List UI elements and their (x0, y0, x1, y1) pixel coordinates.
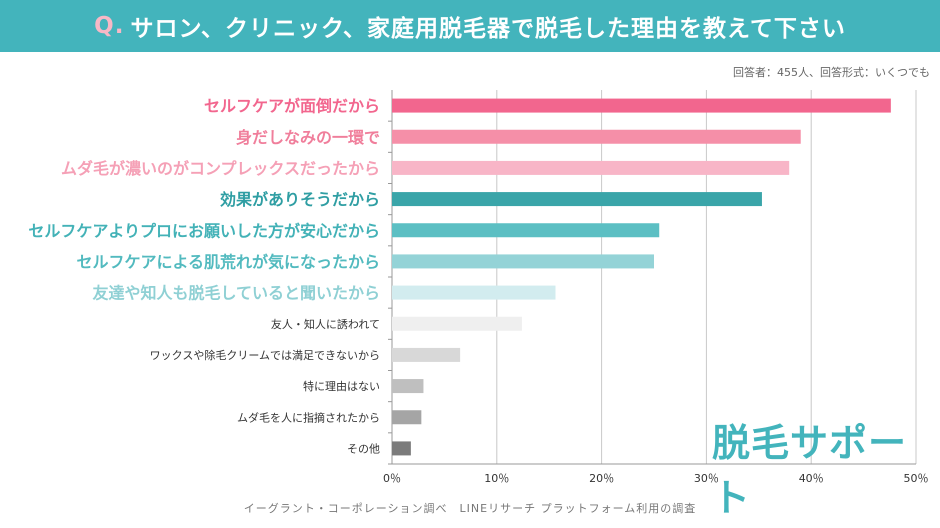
x-tick-label: 0％ (383, 472, 401, 485)
bar (392, 98, 891, 113)
category-label: セルフケアが面倒だから (204, 97, 380, 116)
category-label: その他 (347, 442, 380, 455)
logo: 脱毛サポート (712, 421, 908, 520)
respondents-note: 回答者：455人、回答形式：いくつでも (733, 66, 930, 79)
question-mark-label: Q. (94, 13, 125, 39)
category-label: 特に理由はない (303, 379, 380, 393)
bar (392, 223, 660, 238)
bar (392, 347, 461, 362)
bar (392, 160, 790, 175)
chart-title: サロン、クリニック、家庭用脱毛器で脱毛した理由を教えて下さい (130, 16, 846, 42)
bar (392, 441, 411, 456)
bar (392, 192, 762, 207)
category-label: 友人・知人に誘われて (271, 317, 380, 331)
category-label: セルフケアよりプロにお願いした方が安心だから (28, 221, 380, 240)
source-note: イーグラント・コーポレーション調べ LINEリサーチ プラットフォーム利用の調査 (243, 502, 697, 515)
x-tick-label: 50％ (904, 472, 929, 485)
x-tick-label: 30％ (694, 472, 719, 485)
bar (392, 285, 556, 300)
x-tick-label: 10％ (484, 472, 509, 485)
x-tick-label: 20％ (589, 472, 614, 485)
x-tick-label: 40％ (799, 472, 824, 485)
bar (392, 410, 422, 425)
bar (392, 316, 522, 331)
bar (392, 254, 654, 269)
bar (392, 379, 424, 394)
chart-title-banner: Q. サロン、クリニック、家庭用脱毛器で脱毛した理由を教えて下さい (0, 0, 940, 52)
category-label: ムダ毛が濃いのがコンプレックスだったから (61, 159, 380, 178)
category-label: 効果がありそうだから (220, 190, 380, 209)
category-label: ワックスや除毛クリームでは満足できないから (150, 348, 380, 362)
category-label: セルフケアによる肌荒れが気になったから (76, 252, 380, 271)
category-label: 友達や知人も脱毛していると聞いたから (92, 284, 380, 303)
category-label: 身だしなみの一環で (236, 128, 380, 147)
category-label: ムダ毛を人に指摘されたから (237, 410, 380, 424)
bar (392, 129, 801, 144)
